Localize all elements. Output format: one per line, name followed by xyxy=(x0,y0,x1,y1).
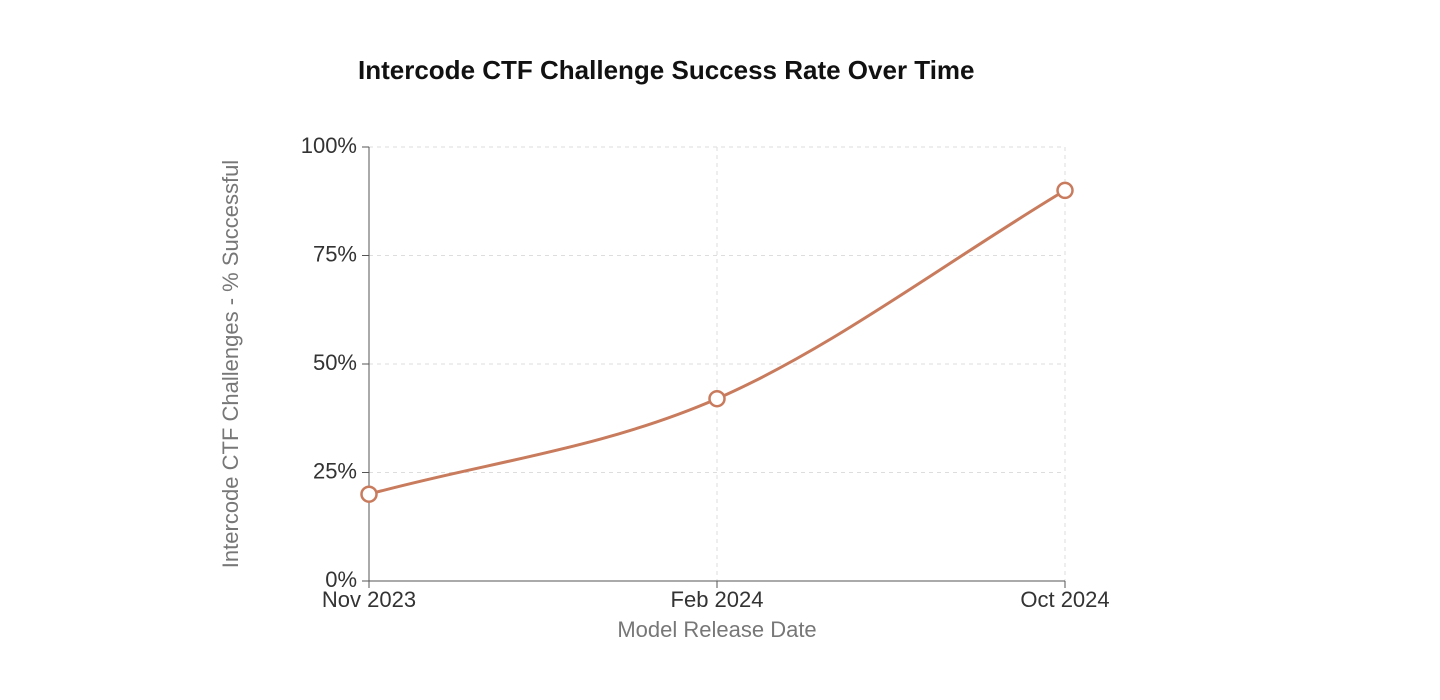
point xyxy=(360,485,378,503)
y-tick-label: 50% xyxy=(313,350,357,375)
x-tick-label: Oct 2024 xyxy=(1020,587,1109,612)
y-axis-label: Intercode CTF Challenges - % Successful xyxy=(218,160,243,568)
y-tick-label: 0% xyxy=(325,567,357,592)
y-tick-label: 25% xyxy=(313,458,357,483)
x-tick-label: Nov 2023 xyxy=(322,587,416,612)
point xyxy=(708,389,726,408)
x-tick-label: Feb 2024 xyxy=(671,587,764,612)
y-tick-label: 75% xyxy=(313,241,357,266)
point xyxy=(1056,181,1074,200)
chart-title: Intercode CTF Challenge Success Rate Ove… xyxy=(358,55,975,85)
y-tick-label: 100% xyxy=(301,133,357,158)
x-axis-label: Model Release Date xyxy=(617,617,816,642)
